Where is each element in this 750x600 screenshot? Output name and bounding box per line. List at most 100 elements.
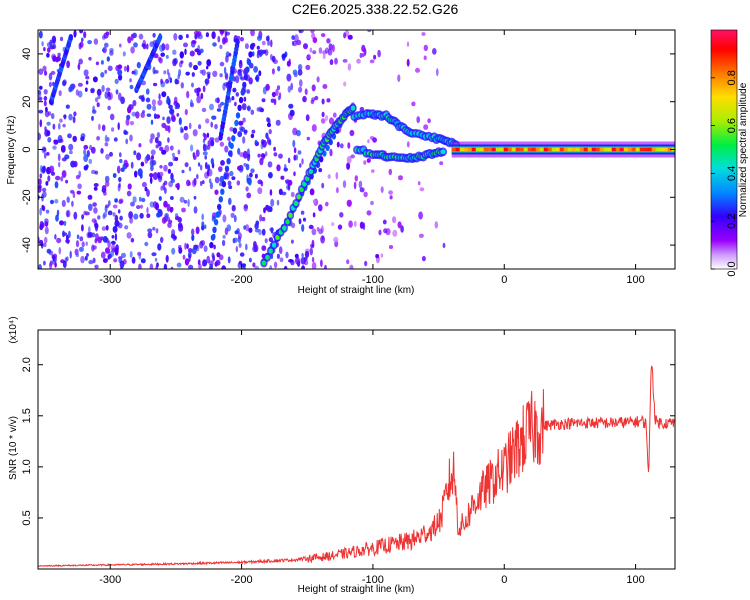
spectrogram-cell — [138, 143, 142, 148]
spectrogram-cell — [270, 198, 275, 207]
spectrogram-cell — [318, 168, 323, 173]
spectrogram-cell — [346, 156, 352, 164]
spectrogram-cell — [225, 31, 231, 36]
spectrogram-cell — [146, 113, 152, 117]
spectrogram-cell — [171, 229, 176, 237]
spectrogram-cell — [144, 186, 148, 192]
spectrogram-cell — [366, 158, 371, 163]
spectrogram-cell — [245, 163, 250, 171]
spectrogram-cell — [166, 116, 171, 124]
spectrogram-cell — [119, 43, 122, 48]
dc-ridge-core-cell — [587, 147, 593, 152]
spectrogram-cell — [329, 59, 334, 66]
spectrogram-cell — [87, 194, 93, 200]
spectrogram-cell — [367, 30, 372, 33]
spectrogram-cell — [113, 137, 118, 142]
spectrogram-cell — [169, 206, 173, 213]
spectrogram-cell — [248, 257, 252, 263]
spectrogram-cell — [210, 139, 215, 147]
spectrogram-cell — [97, 215, 101, 220]
spectrogram-cell — [250, 168, 255, 173]
spectrogram-cell — [168, 161, 174, 167]
dc-ridge-core-cell — [567, 147, 573, 152]
spectrogram-cell — [295, 154, 299, 161]
spectrogram-cell — [208, 260, 214, 266]
snr-x-axis-title: Height of straight line (km) — [298, 584, 415, 595]
spectrogram-cell — [103, 191, 107, 196]
spectrogram-cell — [83, 148, 87, 156]
spectrogram-cell — [239, 252, 245, 257]
spectrogram-cell — [160, 78, 164, 85]
spectrogram-cell — [256, 52, 260, 59]
spectrogram-cell — [130, 161, 134, 169]
spectrogram-cell — [50, 70, 56, 75]
spectrogram-cell — [155, 114, 161, 119]
spectrogram-cell — [256, 35, 262, 41]
spectrogram-cell — [132, 32, 137, 39]
spectrogram-cell — [42, 65, 47, 72]
spectrogram-cell — [301, 252, 304, 259]
spectrogram-cell — [173, 101, 179, 106]
spectrogram-cell — [96, 88, 102, 96]
spectrogram-cell — [168, 104, 173, 110]
spectrogram-cell — [245, 224, 250, 232]
spectrogram-cell — [95, 233, 99, 241]
spectrogram-cell — [204, 224, 207, 230]
spectrogram-cell — [418, 211, 423, 220]
spectrogram-cell — [266, 122, 272, 128]
spectrogram-cell — [174, 105, 178, 110]
spectrogram-cell — [59, 118, 63, 123]
spectrogram-cell — [432, 48, 437, 55]
spectrogram-cell — [66, 60, 70, 69]
spectrogram-cell — [50, 113, 55, 120]
spectrogram-cell — [321, 111, 325, 118]
spectrogram-cell — [294, 34, 299, 43]
spectrogram-cell — [264, 238, 268, 244]
spectrogram-cell — [41, 41, 44, 47]
spectrogram-cell — [209, 137, 215, 141]
spectrogram-cell — [268, 129, 272, 135]
spectrogram-cell — [276, 85, 281, 90]
spectrogram-cell — [44, 221, 49, 227]
spectrogram-branch-cell — [282, 225, 287, 231]
dc-ridge-core-cell — [471, 147, 477, 152]
spectrogram-cell — [336, 141, 340, 148]
spectrogram-cell — [63, 114, 67, 119]
spectrogram-cell — [187, 198, 190, 207]
spectrogram-streak-cell — [209, 241, 214, 249]
spectrogram-cell — [142, 39, 146, 47]
spectrogram-cell — [140, 258, 146, 264]
spectrogram-cell — [181, 207, 186, 213]
spectrogram-cell — [270, 227, 274, 234]
spectrogram-cell — [59, 36, 64, 42]
spectrogram-cell — [178, 247, 183, 254]
spectrogram-cell — [116, 165, 121, 174]
spectrogram-cell — [129, 217, 134, 224]
spectrogram-cell — [118, 74, 123, 81]
spectrogram-cell — [188, 264, 194, 269]
spectrogram-cell — [423, 124, 429, 130]
spectrogram-cell — [195, 149, 200, 157]
spectrogram-cell — [205, 118, 210, 124]
dc-ridge-core-cell — [583, 147, 589, 152]
spectrogram-cell — [199, 240, 204, 249]
spectrogram-cell — [62, 230, 65, 238]
spectrogram-cell — [175, 183, 179, 189]
dc-ridge-core-cell — [455, 147, 461, 152]
spectrogram-branch-cell — [440, 149, 446, 155]
spectrogram-cell — [301, 265, 305, 269]
spectrogram-cell — [322, 54, 326, 59]
spectrogram-cell — [427, 118, 431, 124]
spectrogram-cell — [88, 158, 93, 164]
spectrogram-cell — [264, 49, 269, 56]
spectrogram-cell — [260, 108, 264, 113]
spectrogram-cell — [202, 180, 205, 185]
spectrogram-cell — [163, 164, 168, 172]
spectrogram-cell — [211, 252, 215, 259]
spectrogram-cell — [41, 187, 47, 192]
spectrogram-cell — [129, 251, 133, 258]
spectrogram-cell — [195, 244, 200, 252]
spectrogram-cell — [86, 232, 91, 239]
spectrogram-cell — [131, 256, 136, 264]
spectrogram-cell — [45, 181, 49, 186]
